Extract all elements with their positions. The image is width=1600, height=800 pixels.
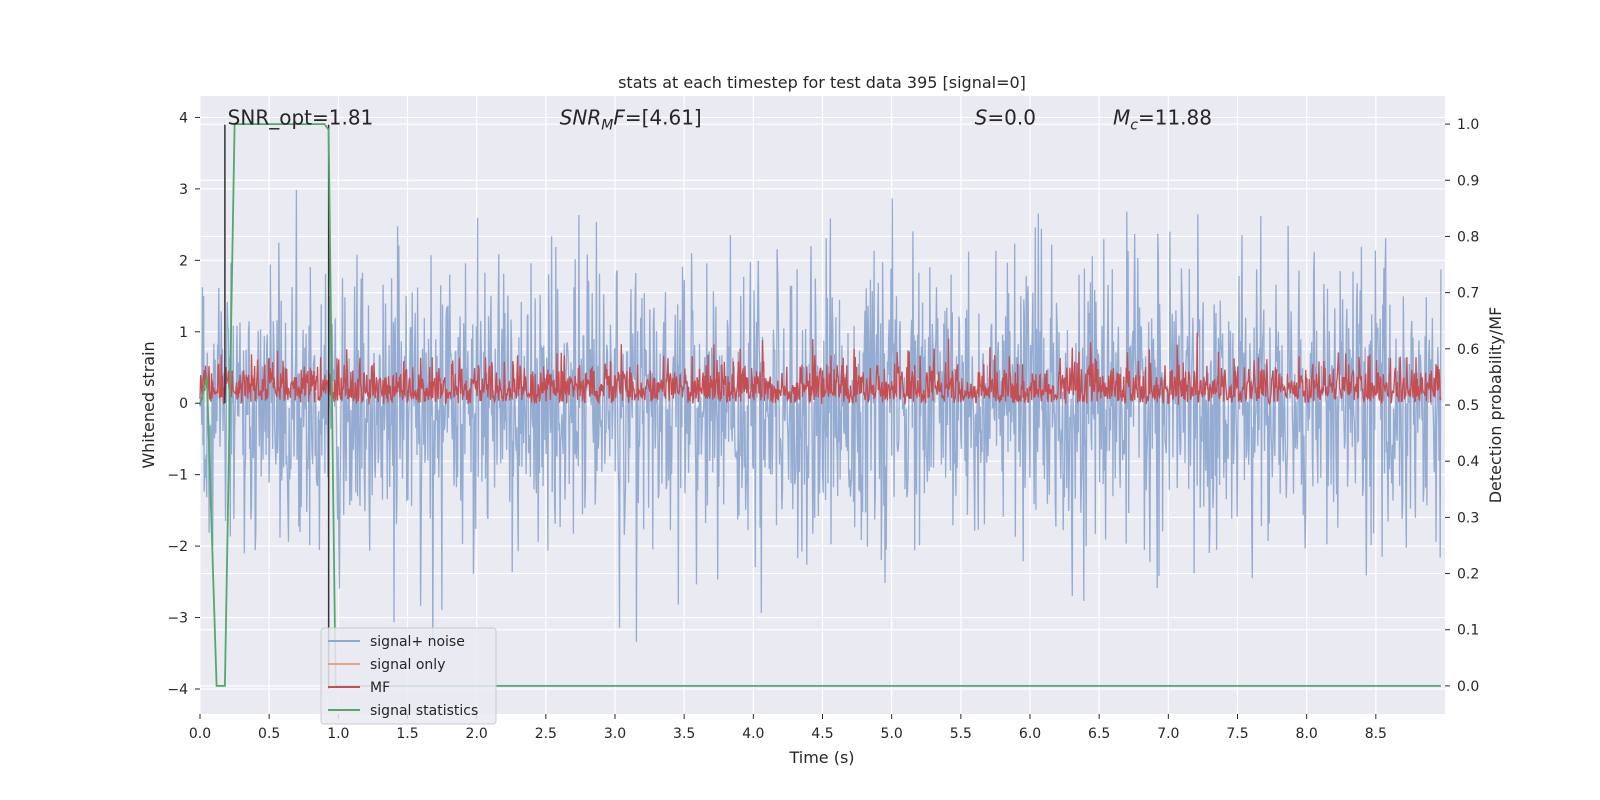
x-tick-label: 3.0 xyxy=(604,726,626,742)
x-tick-label: 0.0 xyxy=(189,726,211,742)
signal-noise-series xyxy=(199,189,1442,649)
x-tick-label: 6.5 xyxy=(1088,726,1110,742)
y-right-tick-label: 0.8 xyxy=(1457,229,1479,245)
series-line-mf xyxy=(199,332,1442,405)
legend-label: signal only xyxy=(370,657,445,673)
annotation-snr-mf: SNRMF=[4.61] xyxy=(560,105,702,133)
y-right-tick-label: 0.4 xyxy=(1457,454,1479,470)
y-tick-label: 3 xyxy=(179,182,188,198)
y-right-tick-label: 0.9 xyxy=(1457,173,1479,189)
series-line-signal-statistics xyxy=(199,123,1441,687)
x-tick-label: 1.5 xyxy=(396,726,418,742)
y-axis-label: Whitened strain xyxy=(139,341,158,468)
y-right-tick-label: 0.3 xyxy=(1457,510,1479,526)
annotations: SNR_opt=1.81 SNRMF=[4.61] S=0.0 Mc=11.88 xyxy=(228,105,1212,133)
y-tick-label: 4 xyxy=(179,110,188,126)
y-tick-label: −4 xyxy=(167,682,188,698)
annotation-mc: Mc=11.88 xyxy=(1113,105,1212,133)
y-tick-label: −2 xyxy=(167,539,188,555)
y-right-tick-label: 1.0 xyxy=(1457,117,1479,133)
y-tick-label: 1 xyxy=(179,325,188,341)
y-tick-label: −1 xyxy=(167,468,188,484)
x-tick-label: 4.5 xyxy=(811,726,833,742)
legend-box xyxy=(320,627,497,725)
x-tick-label: 1.0 xyxy=(327,726,349,742)
y-right-axis-label: Detection probability/MF xyxy=(1486,307,1505,504)
annotation-snr-opt: SNR_opt=1.81 xyxy=(228,105,374,129)
y-tick-label: 0 xyxy=(179,396,188,412)
y-tick-label: 2 xyxy=(179,253,188,269)
y-right-tick-label: 0.5 xyxy=(1457,398,1479,414)
x-tick-label: 5.5 xyxy=(950,726,972,742)
chart-title: stats at each timestep for test data 395… xyxy=(618,73,1026,92)
y-right-tick-label: 0.2 xyxy=(1457,567,1479,583)
x-tick-label: 6.0 xyxy=(1019,726,1041,742)
legend-label: signal statistics xyxy=(370,703,478,719)
legend-label: MF xyxy=(370,680,390,696)
x-tick-label: 2.5 xyxy=(535,726,557,742)
y-right-tick-label: 0.7 xyxy=(1457,286,1479,302)
legend: signal+ noise signal only MF signal statist… xyxy=(320,627,497,725)
x-tick-label: 8.0 xyxy=(1296,726,1318,742)
x-tick-label: 7.5 xyxy=(1226,726,1248,742)
x-tick-label: 8.5 xyxy=(1365,726,1387,742)
x-tick-label: 2.0 xyxy=(466,726,488,742)
vertical-markers xyxy=(224,124,330,689)
annotation-s: S=0.0 xyxy=(975,105,1036,129)
x-tick-label: 5.0 xyxy=(881,726,903,742)
legend-label: signal+ noise xyxy=(370,634,465,650)
x-tick-label: 4.0 xyxy=(742,726,764,742)
y-right-ticks: 1.0 0.9 0.8 0.7 0.6 0.5 0.4 0.3 0.2 0.1 0.0 xyxy=(1445,117,1479,695)
x-axis-label: Time (s) xyxy=(788,748,854,767)
y-ticks: 4 3 2 1 0 −1 −2 −3 −4 xyxy=(167,110,200,698)
y-right-tick-label: 0.0 xyxy=(1457,679,1479,695)
x-tick-label: 3.5 xyxy=(673,726,695,742)
x-ticks: 0.0 0.5 1.0 1.5 2.0 2.5 3.0 3.5 4.0 4.5 5.0 5.5 6.0 6… xyxy=(189,714,1387,742)
x-tick-label: 7.0 xyxy=(1157,726,1179,742)
mf-series xyxy=(199,332,1442,405)
series-line-signal-noise xyxy=(199,189,1442,649)
y-right-tick-label: 0.1 xyxy=(1457,623,1479,639)
y-tick-label: −3 xyxy=(167,611,188,627)
x-tick-label: 0.5 xyxy=(258,726,280,742)
signal-statistics-series xyxy=(199,123,1441,687)
y-right-tick-label: 0.6 xyxy=(1457,342,1479,358)
